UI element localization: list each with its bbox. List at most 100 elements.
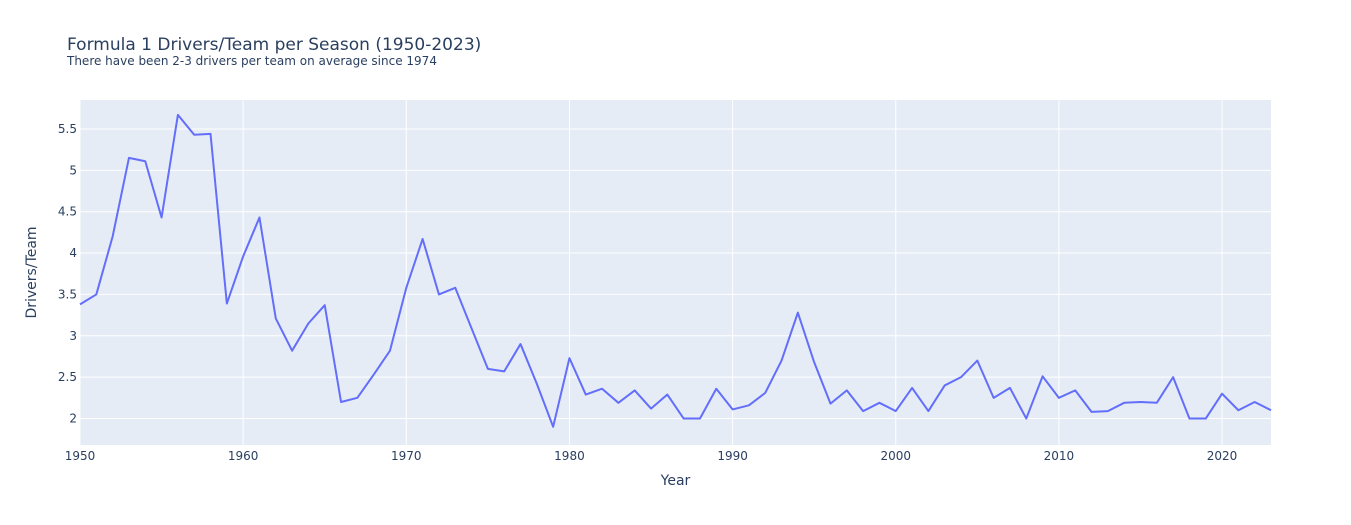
data-point[interactable]	[190, 131, 198, 139]
x-tick-label: 1990	[717, 449, 748, 463]
data-point[interactable]	[582, 391, 590, 399]
data-point[interactable]	[1185, 415, 1193, 423]
data-point[interactable]	[304, 319, 312, 327]
data-point[interactable]	[76, 300, 84, 308]
y-tick-label: 3	[69, 329, 77, 343]
data-point[interactable]	[1136, 398, 1144, 406]
data-point[interactable]	[125, 154, 133, 162]
data-point[interactable]	[696, 415, 704, 423]
data-point[interactable]	[565, 354, 573, 362]
data-point[interactable]	[1251, 398, 1259, 406]
data-point[interactable]	[1071, 386, 1079, 394]
data-point[interactable]	[680, 415, 688, 423]
data-point[interactable]	[239, 252, 247, 260]
data-point[interactable]	[386, 347, 394, 355]
x-tick-label: 1980	[554, 449, 585, 463]
data-point[interactable]	[990, 394, 998, 402]
data-point[interactable]	[272, 314, 280, 322]
y-axis-title: Drivers/Team	[24, 226, 40, 318]
chart-subtitle: There have been 2-3 drivers per team on …	[66, 54, 437, 68]
data-point[interactable]	[533, 380, 541, 388]
data-point[interactable]	[712, 385, 720, 393]
data-point[interactable]	[794, 309, 802, 317]
series-layer	[76, 111, 1275, 431]
y-tick-label: 4	[69, 246, 77, 260]
data-point[interactable]	[500, 367, 508, 375]
data-point[interactable]	[1104, 407, 1112, 415]
data-point[interactable]	[223, 300, 231, 308]
data-point[interactable]	[826, 400, 834, 408]
data-point[interactable]	[109, 233, 117, 241]
data-point[interactable]	[1218, 390, 1226, 398]
x-tick-label: 1970	[391, 449, 422, 463]
x-axis-ticks: 1950 1960 1970 1980 1990 2000 2010 2020	[65, 449, 1238, 463]
data-point[interactable]	[614, 399, 622, 407]
x-tick-label: 2010	[1044, 449, 1075, 463]
data-point[interactable]	[631, 386, 639, 394]
y-tick-label: 2.5	[58, 370, 77, 384]
data-point[interactable]	[1006, 384, 1014, 392]
data-point[interactable]	[941, 381, 949, 389]
x-tick-label: 1960	[228, 449, 259, 463]
data-point[interactable]	[957, 373, 965, 381]
data-point[interactable]	[892, 407, 900, 415]
data-point[interactable]	[908, 384, 916, 392]
data-point[interactable]	[158, 213, 166, 221]
data-point[interactable]	[973, 357, 981, 365]
data-point[interactable]	[484, 365, 492, 373]
data-point[interactable]	[1169, 373, 1177, 381]
data-point[interactable]	[353, 394, 361, 402]
data-point[interactable]	[843, 386, 851, 394]
data-point[interactable]	[745, 401, 753, 409]
data-point[interactable]	[1022, 415, 1030, 423]
data-point[interactable]	[402, 284, 410, 292]
data-point[interactable]	[875, 399, 883, 407]
data-point[interactable]	[370, 371, 378, 379]
data-point[interactable]	[141, 157, 149, 165]
y-axis-ticks: 2 2.5 3 3.5 4 4.5 5 5.5	[58, 122, 77, 426]
data-point[interactable]	[549, 423, 557, 431]
x-axis-title: Year	[660, 473, 691, 489]
data-point[interactable]	[647, 405, 655, 413]
y-tick-label: 3.5	[58, 287, 77, 301]
y-tick-label: 5.5	[58, 122, 77, 136]
data-point[interactable]	[924, 407, 932, 415]
data-point[interactable]	[468, 324, 476, 332]
data-point[interactable]	[1267, 406, 1275, 414]
y-tick-label: 4.5	[58, 205, 77, 219]
data-point[interactable]	[729, 405, 737, 413]
data-point[interactable]	[778, 357, 786, 365]
chart-title: Formula 1 Drivers/Team per Season (1950-…	[67, 35, 481, 55]
data-point[interactable]	[174, 111, 182, 119]
data-point[interactable]	[1120, 399, 1128, 407]
data-point[interactable]	[1153, 399, 1161, 407]
grid-lines	[79, 100, 1271, 445]
data-point[interactable]	[288, 347, 296, 355]
data-point[interactable]	[517, 340, 525, 348]
data-point[interactable]	[810, 358, 818, 366]
y-tick-label: 2	[69, 412, 77, 426]
x-tick-label: 2000	[880, 449, 911, 463]
data-point[interactable]	[337, 398, 345, 406]
data-point[interactable]	[321, 301, 329, 309]
data-point[interactable]	[1234, 406, 1242, 414]
data-point[interactable]	[761, 389, 769, 397]
data-point[interactable]	[663, 391, 671, 399]
data-point[interactable]	[92, 290, 100, 298]
x-tick-label: 1950	[65, 449, 96, 463]
data-point[interactable]	[1039, 372, 1047, 380]
data-point[interactable]	[451, 284, 459, 292]
plot-area	[80, 100, 1271, 445]
data-point[interactable]	[435, 290, 443, 298]
series-line[interactable]	[79, 113, 1272, 428]
data-point[interactable]	[1202, 415, 1210, 423]
data-point[interactable]	[1088, 408, 1096, 416]
x-tick-label: 2020	[1207, 449, 1238, 463]
data-point[interactable]	[419, 235, 427, 243]
data-point[interactable]	[255, 213, 263, 221]
data-point[interactable]	[598, 385, 606, 393]
data-point[interactable]	[207, 130, 215, 138]
data-point[interactable]	[859, 407, 867, 415]
data-point[interactable]	[1055, 394, 1063, 402]
